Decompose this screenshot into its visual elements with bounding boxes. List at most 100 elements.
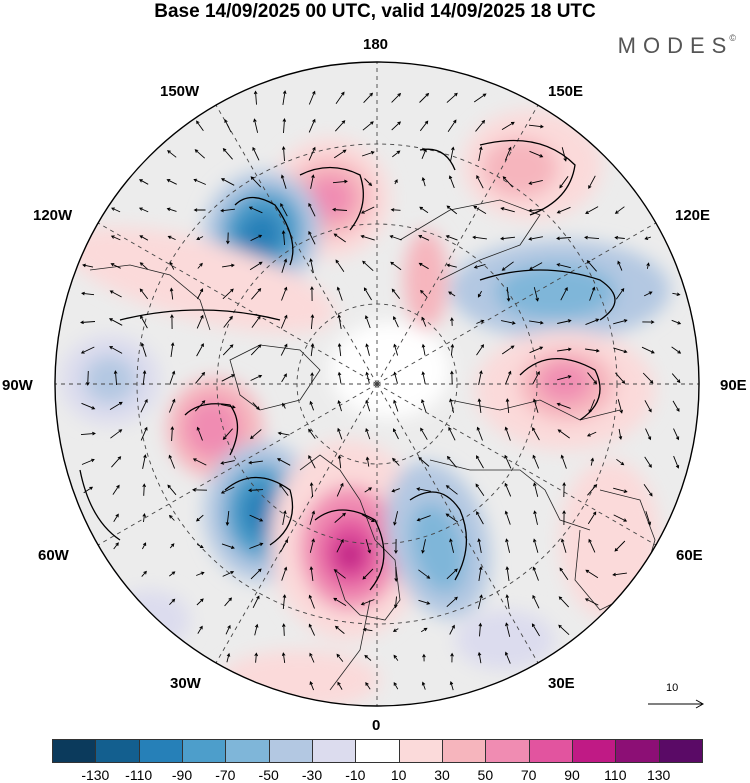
wind-arrow-icon [334, 120, 346, 132]
wind-arrow-icon [196, 426, 203, 441]
wind-arrow-icon [309, 258, 314, 273]
wind-arrow-icon [421, 539, 426, 554]
wind-arrow-icon [394, 538, 398, 554]
wind-arrow-icon [672, 292, 681, 297]
wind-arrow-icon [614, 540, 626, 552]
wind-arrow-icon [251, 287, 262, 300]
wind-arrow-icon [222, 263, 235, 268]
wind-vectors [80, 90, 682, 691]
wind-arrow-icon [671, 373, 681, 384]
wind-arrow-icon [280, 202, 288, 217]
wind-arrow-icon [532, 454, 540, 469]
meridian-line [215, 104, 378, 385]
wind-arrow-icon [473, 93, 487, 103]
wind-arrow-icon [529, 346, 544, 354]
wind-arrow-icon [612, 572, 627, 577]
wind-arrow-icon [362, 568, 374, 580]
wind-arrow-icon [224, 119, 232, 133]
wind-arrow-icon [391, 92, 402, 103]
wind-arrow-icon [643, 291, 653, 297]
wind-arrow-icon [138, 207, 149, 213]
wind-arrow-icon [618, 428, 623, 440]
wind-arrow-icon [226, 232, 230, 245]
wind-arrow-icon [169, 543, 175, 549]
wind-arrow-icon [281, 146, 286, 162]
wind-arrow-icon [501, 345, 515, 355]
wind-arrow-icon [197, 625, 203, 634]
wind-arrow-icon [449, 398, 455, 413]
wind-arrow-icon [422, 653, 426, 662]
meridian-line [376, 222, 657, 385]
wind-arrow-icon [501, 261, 514, 271]
label-30w: 30W [170, 675, 201, 692]
wind-arrow-icon [282, 594, 287, 610]
wind-arrow-icon [253, 90, 258, 105]
wind-arrow-icon [613, 514, 628, 522]
wind-arrow-icon [585, 348, 600, 353]
wind-arrow-icon [420, 627, 428, 633]
wind-arrow-icon [333, 569, 346, 579]
wind-arrow-icon [501, 121, 515, 130]
wind-arrow-icon [393, 343, 399, 356]
wind-arrow-icon [506, 287, 511, 302]
wind-arrow-icon [281, 373, 287, 383]
label-120e: 120E [675, 207, 711, 224]
wind-arrow-icon [337, 342, 342, 357]
wind-arrow-icon [281, 623, 286, 636]
wind-arrow-icon [248, 460, 263, 465]
wind-arrow-icon [392, 628, 399, 632]
wind-arrow-icon [472, 235, 487, 240]
wind-arrow-icon [335, 91, 345, 104]
wind-arrow-icon [250, 568, 262, 580]
wind-arrow-icon [252, 595, 260, 609]
wind-arrow-icon [81, 402, 96, 410]
wind-arrow-icon [528, 236, 543, 241]
wind-arrow-icon [222, 428, 233, 440]
wind-arrow-icon [394, 179, 398, 185]
wind-arrow-icon [364, 487, 373, 493]
wind-arrow-icon [222, 570, 235, 577]
wind-arrow-icon [280, 174, 287, 189]
wind-arrow-icon [393, 511, 399, 526]
wind-arrow-icon [113, 542, 119, 550]
wind-arrow-icon [476, 426, 483, 441]
wind-arrow-icon [363, 287, 372, 301]
wind-arrow-icon [615, 287, 625, 300]
wind-arrow-icon [363, 92, 374, 104]
wind-arrow-icon [220, 486, 235, 494]
wind-arrow-icon [140, 426, 148, 441]
wind-arrow-icon [641, 346, 655, 354]
wind-arrow-icon [419, 206, 429, 214]
wind-arrow-icon [418, 569, 431, 579]
label-150w: 150W [160, 83, 200, 100]
wind-arrow-icon [614, 206, 625, 214]
wind-arrow-icon [392, 315, 399, 328]
wind-arrow-icon [254, 652, 259, 663]
wind-arrow-icon [109, 290, 122, 298]
colorbar-tick-label: -30 [301, 767, 323, 783]
colorbar-tick-label: -50 [258, 767, 279, 783]
meridian-line [97, 222, 378, 385]
wind-arrow-icon [337, 427, 343, 440]
wind-arrow-icon [170, 342, 175, 357]
colorbar-swatch [442, 739, 487, 763]
wind-arrow-icon [505, 566, 510, 581]
wind-arrow-icon [613, 487, 628, 493]
wind-arrow-icon [586, 259, 597, 272]
wind-arrow-icon [337, 454, 342, 469]
wind-arrow-icon [392, 150, 401, 158]
wind-arrow-icon [309, 566, 314, 581]
wind-arrow-icon [614, 235, 625, 240]
wind-arrow-icon [532, 398, 539, 413]
wind-arrow-icon [310, 286, 314, 302]
colorbar-swatch [572, 739, 617, 763]
wind-arrow-icon [309, 538, 315, 553]
wind-arrow-icon [250, 234, 263, 242]
wind-arrow-icon [559, 176, 569, 189]
wind-arrow-icon [672, 400, 680, 412]
wind-arrow-icon [221, 404, 236, 409]
wind-arrow-icon [391, 488, 400, 493]
wind-arrow-icon [532, 594, 540, 609]
wind-arrow-icon [643, 483, 653, 497]
